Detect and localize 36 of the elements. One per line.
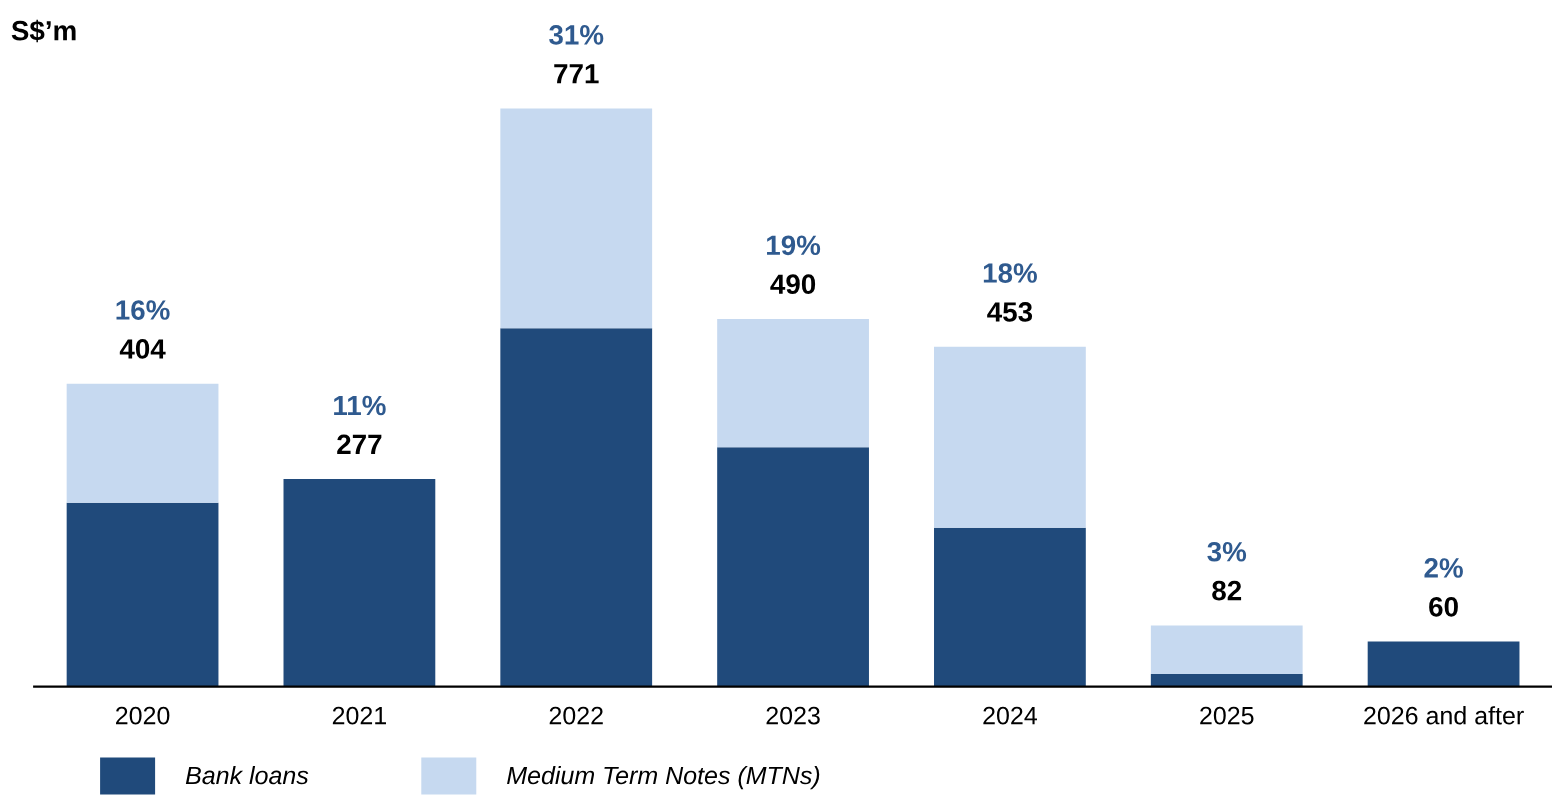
- annotation: 453: [987, 302, 1033, 322]
- annotation: 404: [119, 339, 166, 359]
- annotation: 771: [554, 64, 599, 84]
- bar: [66, 383, 219, 503]
- x-tick-label: 2024: [983, 706, 1037, 725]
- annotation: 18%: [983, 263, 1037, 283]
- x-tick-label: 2023: [766, 706, 820, 725]
- bar: [283, 479, 436, 687]
- x-tick-label: 2026 and after: [1364, 706, 1524, 725]
- annotation: 490: [770, 274, 816, 295]
- bar: [1150, 625, 1303, 674]
- bar: [500, 108, 653, 329]
- bar: [66, 502, 219, 687]
- x-tick-label: 2025: [1200, 706, 1254, 725]
- annotation: 82: [1212, 580, 1242, 601]
- legend-label: Bank loans: [185, 765, 309, 785]
- annotation: 277: [337, 434, 382, 454]
- annotation: 31%: [549, 25, 604, 45]
- bar: [500, 328, 653, 687]
- y-axis-title: S$’m: [11, 19, 76, 43]
- bar: [1150, 673, 1303, 687]
- bar: [934, 527, 1086, 687]
- bar: [717, 318, 869, 448]
- annotation: 3%: [1207, 541, 1247, 562]
- bar: [934, 346, 1086, 528]
- annotation: 19%: [767, 235, 821, 256]
- bar: [1367, 641, 1520, 687]
- annotation: 2%: [1424, 558, 1463, 578]
- bar: [717, 447, 869, 687]
- legend-label: Medium Term Notes (MTNs): [507, 765, 820, 790]
- annotation: 11%: [334, 395, 386, 416]
- x-tick-label: 2022: [549, 706, 603, 725]
- x-tick-label: 2020: [116, 706, 170, 725]
- annotation: 60: [1429, 596, 1458, 617]
- x-tick-label: 2021: [332, 706, 386, 725]
- annotation: 16%: [116, 300, 170, 320]
